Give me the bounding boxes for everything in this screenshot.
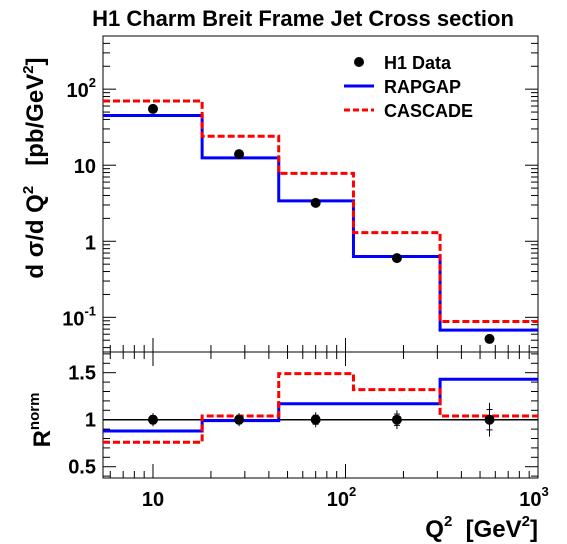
y-axis-title-part-1: d bbox=[22, 257, 49, 278]
ratio-cascade-histogram bbox=[103, 372, 538, 444]
y-tick-label-exp: -1 bbox=[84, 303, 96, 318]
ratio-data-point bbox=[310, 414, 321, 425]
x-tick-label-exp: 2 bbox=[349, 484, 356, 499]
ratio-data-point bbox=[484, 414, 495, 425]
y-tick-label-base: 10 bbox=[67, 80, 89, 102]
y-tick-label-top: 1 bbox=[85, 232, 96, 254]
ratio-axis-title-sup: norm bbox=[26, 393, 43, 431]
y-tick-label-top: 10 bbox=[74, 156, 96, 178]
y-tick-label-ratio: 1.5 bbox=[68, 363, 96, 385]
ratio-rapgap-histogram bbox=[103, 377, 538, 433]
main-data-point bbox=[310, 197, 321, 208]
main-data-point bbox=[234, 149, 245, 160]
main-data-point bbox=[147, 103, 158, 114]
y-tick-label-top: 10-1 bbox=[62, 303, 96, 330]
x-tick-label: 102 bbox=[327, 484, 356, 511]
y-tick-label-base: 10 bbox=[62, 308, 84, 330]
x-tick-label: 103 bbox=[519, 484, 548, 511]
x-axis-title-base: Q bbox=[425, 516, 444, 543]
y-axis-title-sup-1: 2 bbox=[20, 186, 37, 194]
y-tick-label-ratio: 0.5 bbox=[68, 457, 96, 479]
x-axis-title-sup-2: 2 bbox=[522, 513, 530, 530]
main-cascade-histogram bbox=[103, 99, 538, 324]
x-axis-title-sup-1: 2 bbox=[444, 513, 452, 530]
chart-title: H1 Charm Breit Frame Jet Cross section bbox=[92, 6, 514, 31]
ratio-data-point bbox=[234, 414, 245, 425]
x-tick-label-base: 10 bbox=[142, 489, 164, 511]
x-tick-label: 10 bbox=[142, 489, 164, 511]
y-tick-label-exp: 2 bbox=[89, 75, 96, 90]
x-axis-title-unit: [GeV bbox=[452, 516, 521, 543]
y-axis-title-part-7: ] bbox=[22, 57, 49, 65]
y-axis-title-sup-2: 2 bbox=[20, 65, 37, 73]
x-tick-label-exp: 3 bbox=[542, 484, 549, 499]
legend-marker-data bbox=[354, 57, 364, 67]
legend-label-data: H1 Data bbox=[384, 53, 452, 73]
legend: H1 Data RAPGAP CASCADE bbox=[344, 53, 473, 121]
x-axis-title-close: ] bbox=[530, 516, 538, 543]
x-tick-label-base: 10 bbox=[519, 489, 541, 511]
legend-label-cascade: CASCADE bbox=[384, 101, 473, 121]
y-tick-label-base: 1 bbox=[85, 232, 96, 254]
y-axis-title-sigma: σ bbox=[22, 241, 49, 257]
x-tick-label-base: 10 bbox=[327, 489, 349, 511]
ratio-axis-title: Rnorm bbox=[26, 393, 56, 448]
legend-label-rapgap: RAPGAP bbox=[384, 77, 461, 97]
main-panel-frame bbox=[102, 35, 539, 353]
ratio-axis-title-base: R bbox=[29, 430, 56, 447]
y-axis-title-part-5: [pb/GeV bbox=[22, 74, 49, 186]
y-tick-label-base: 10 bbox=[74, 156, 96, 178]
y-axis-title-part-3: /d Q bbox=[22, 194, 49, 241]
y-axis-title: d σ/d Q2 [pb/GeV2] bbox=[20, 57, 49, 278]
y-tick-label-top: 102 bbox=[67, 75, 96, 102]
main-rapgap-histogram bbox=[103, 114, 538, 332]
ratio-data-point bbox=[391, 414, 402, 425]
main-data-point bbox=[484, 333, 495, 344]
main-data-point bbox=[391, 253, 402, 264]
ratio-data-point bbox=[147, 414, 158, 425]
y-tick-label-ratio: 1 bbox=[85, 410, 96, 432]
x-axis-title: Q2 [GeV2] bbox=[425, 513, 538, 543]
